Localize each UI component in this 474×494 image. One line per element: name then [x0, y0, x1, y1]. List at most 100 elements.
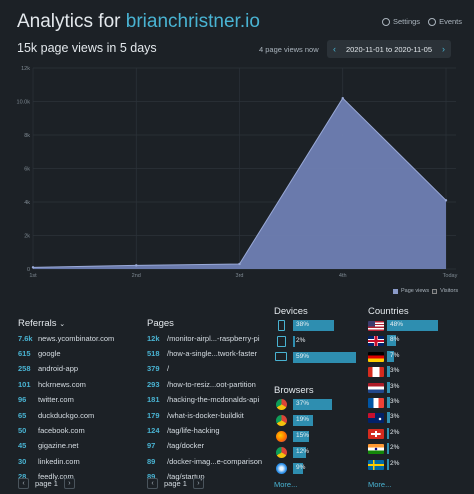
percentage-label: 59% [296, 353, 310, 360]
percentage-bar-fill [387, 335, 396, 347]
list-item[interactable]: 518/how-a-single...twork-faster [147, 346, 265, 360]
list-item[interactable]: 28 feedly.com [18, 470, 138, 484]
percentage-bar[interactable]: 15% [293, 431, 357, 442]
list-item-label: /how-a-single...twork-faster [167, 348, 258, 358]
list-item[interactable]: 50 facebook.com [18, 423, 138, 437]
nl-flag-icon [368, 382, 384, 393]
list-item[interactable]: 89/tag/startup [147, 470, 265, 484]
live-counter: 4 page views now [259, 45, 319, 54]
percentage-bar[interactable]: 2% [387, 458, 451, 470]
fr-flag-icon [368, 398, 384, 408]
list-item-count: 181 [147, 395, 160, 405]
list-item-count: 96 [18, 395, 27, 405]
date-range-picker[interactable]: ‹ 2020-11-01 to 2020-11-05 › [327, 40, 451, 58]
legend-label-visitors: Visitors [440, 288, 459, 294]
countries-list: 48% 8% 7% 3% 3% 3% 3% 2% 2% 2% [368, 320, 458, 480]
list-item[interactable]: 7.6k news.ycombinator.com [18, 331, 138, 345]
percentage-bar[interactable]: 3% [387, 412, 451, 424]
referrals-panel: Referrals ⌄ 7.6k news.ycombinator.com 615 g… [18, 318, 140, 491]
legend-swatch-visitors [432, 288, 438, 294]
chevron-left-icon[interactable]: ‹ [333, 44, 336, 54]
firefox-icon [276, 431, 287, 442]
list-item-label: /tag/life-hacking [167, 425, 220, 435]
list-item[interactable]: 179/what-is-docker-buildkit [147, 408, 265, 422]
x-tick-label: 4th [339, 273, 347, 279]
site-link[interactable]: brianchristner.io [125, 11, 260, 32]
percentage-bar[interactable]: 38% [293, 320, 357, 331]
list-item[interactable]: 96 twitter.com [18, 393, 138, 407]
prev-page-button[interactable]: ‹ [18, 478, 29, 489]
list-item[interactable]: 181/hacking-the-mcdonalds-api [147, 393, 265, 407]
list-item-count: 518 [147, 348, 160, 358]
list-item-label: /monitor-airpl...-raspberry-pi [167, 333, 260, 343]
percentage-label: 38% [296, 321, 310, 328]
list-item[interactable]: 101 hckrnews.com [18, 377, 138, 391]
list-item-label: / [167, 364, 170, 374]
y-tick-label: 2k [24, 234, 30, 240]
percentage-bar[interactable]: 48% [387, 320, 451, 331]
referrals-heading[interactable]: Referrals ⌄ [18, 318, 140, 329]
settings-link[interactable]: Settings [381, 17, 420, 26]
countries-heading: Countries [368, 306, 409, 317]
percentage-bar[interactable]: 7% [387, 350, 451, 362]
percentage-bar[interactable]: 37% [293, 399, 357, 410]
pages-list: 12k/monitor-airpl...-raspberry-pi 518/how… [147, 331, 267, 491]
percentage-bar[interactable]: 3% [387, 366, 451, 378]
list-item[interactable]: 45 gigazine.net [18, 439, 138, 453]
flag-icon [428, 17, 437, 26]
list-item-count: 89 [147, 472, 156, 482]
list-item[interactable]: 65 duckduckgo.com [18, 408, 138, 422]
gb-flag-icon [368, 336, 384, 347]
percentage-bar[interactable]: 9% [293, 463, 357, 474]
list-item-label: linkedin.com [38, 456, 80, 466]
percentage-bar[interactable]: 3% [387, 397, 451, 408]
next-page-button[interactable]: › [192, 478, 204, 489]
percentage-bar[interactable]: 2% [387, 443, 451, 455]
next-page-button[interactable]: › [63, 478, 75, 489]
pages-heading: Pages [147, 318, 174, 329]
list-item-label: /tag/docker [167, 441, 205, 451]
desktop-icon [275, 352, 287, 361]
percentage-bar-fill [387, 427, 390, 439]
y-tick-label: 4k [24, 200, 30, 206]
list-item[interactable]: 615 google [18, 346, 138, 360]
browsers-heading: Browsers [274, 385, 314, 396]
percentage-label: 12% [296, 448, 310, 455]
header-links: Settings Events [381, 17, 462, 26]
percentage-bar[interactable]: 8% [387, 335, 451, 347]
browsers-more-link[interactable]: More... [274, 480, 298, 489]
percentage-bar[interactable]: 3% [387, 381, 451, 393]
percentage-bar[interactable]: 2% [293, 336, 357, 347]
countries-more-link[interactable]: More... [368, 480, 392, 489]
percentage-label: 2% [296, 337, 306, 344]
list-item[interactable]: 124/tag/life-hacking [147, 423, 265, 437]
prev-page-button[interactable]: ‹ [147, 478, 158, 489]
list-item-label: hckrnews.com [38, 379, 86, 389]
list-item[interactable]: 30 linkedin.com [18, 454, 138, 468]
list-item[interactable]: 379 / [147, 362, 265, 376]
list-item-count: 258 [18, 364, 31, 374]
chrome-icon [276, 399, 287, 410]
percentage-bar[interactable]: 19% [293, 415, 357, 426]
percentage-bar-fill [387, 458, 390, 470]
list-item[interactable]: 89/docker-imag...e-comparison [147, 454, 265, 468]
percentage-bar[interactable]: 59% [293, 352, 357, 363]
page-title: Analytics for brianchristner.io [17, 11, 260, 33]
percentage-label: 2% [390, 459, 400, 467]
list-item[interactable]: 97/tag/docker [147, 439, 265, 453]
page-views-chart[interactable]: 0 2k 4k 6k 8k 10.0k 12k 1st 2nd 3rd 4th Today [0, 62, 474, 287]
percentage-label: 3% [390, 367, 400, 375]
percentage-bar-fill [293, 320, 334, 331]
devices-heading: Devices [274, 306, 308, 317]
chevron-right-icon[interactable]: › [441, 44, 445, 54]
list-item-label: gigazine.net [38, 441, 79, 451]
list-item[interactable]: 258 android-app [18, 362, 138, 376]
list-item[interactable]: 293/how-to-resiz...oot-partition [147, 377, 265, 391]
percentage-bar[interactable]: 2% [387, 427, 451, 439]
list-item-count: 293 [147, 379, 160, 389]
events-label: Events [439, 17, 462, 26]
percentage-bar[interactable]: 12% [293, 447, 357, 458]
list-item[interactable]: 12k/monitor-airpl...-raspberry-pi [147, 331, 265, 345]
list-item-count: 379 [147, 364, 160, 374]
events-link[interactable]: Events [428, 17, 462, 26]
